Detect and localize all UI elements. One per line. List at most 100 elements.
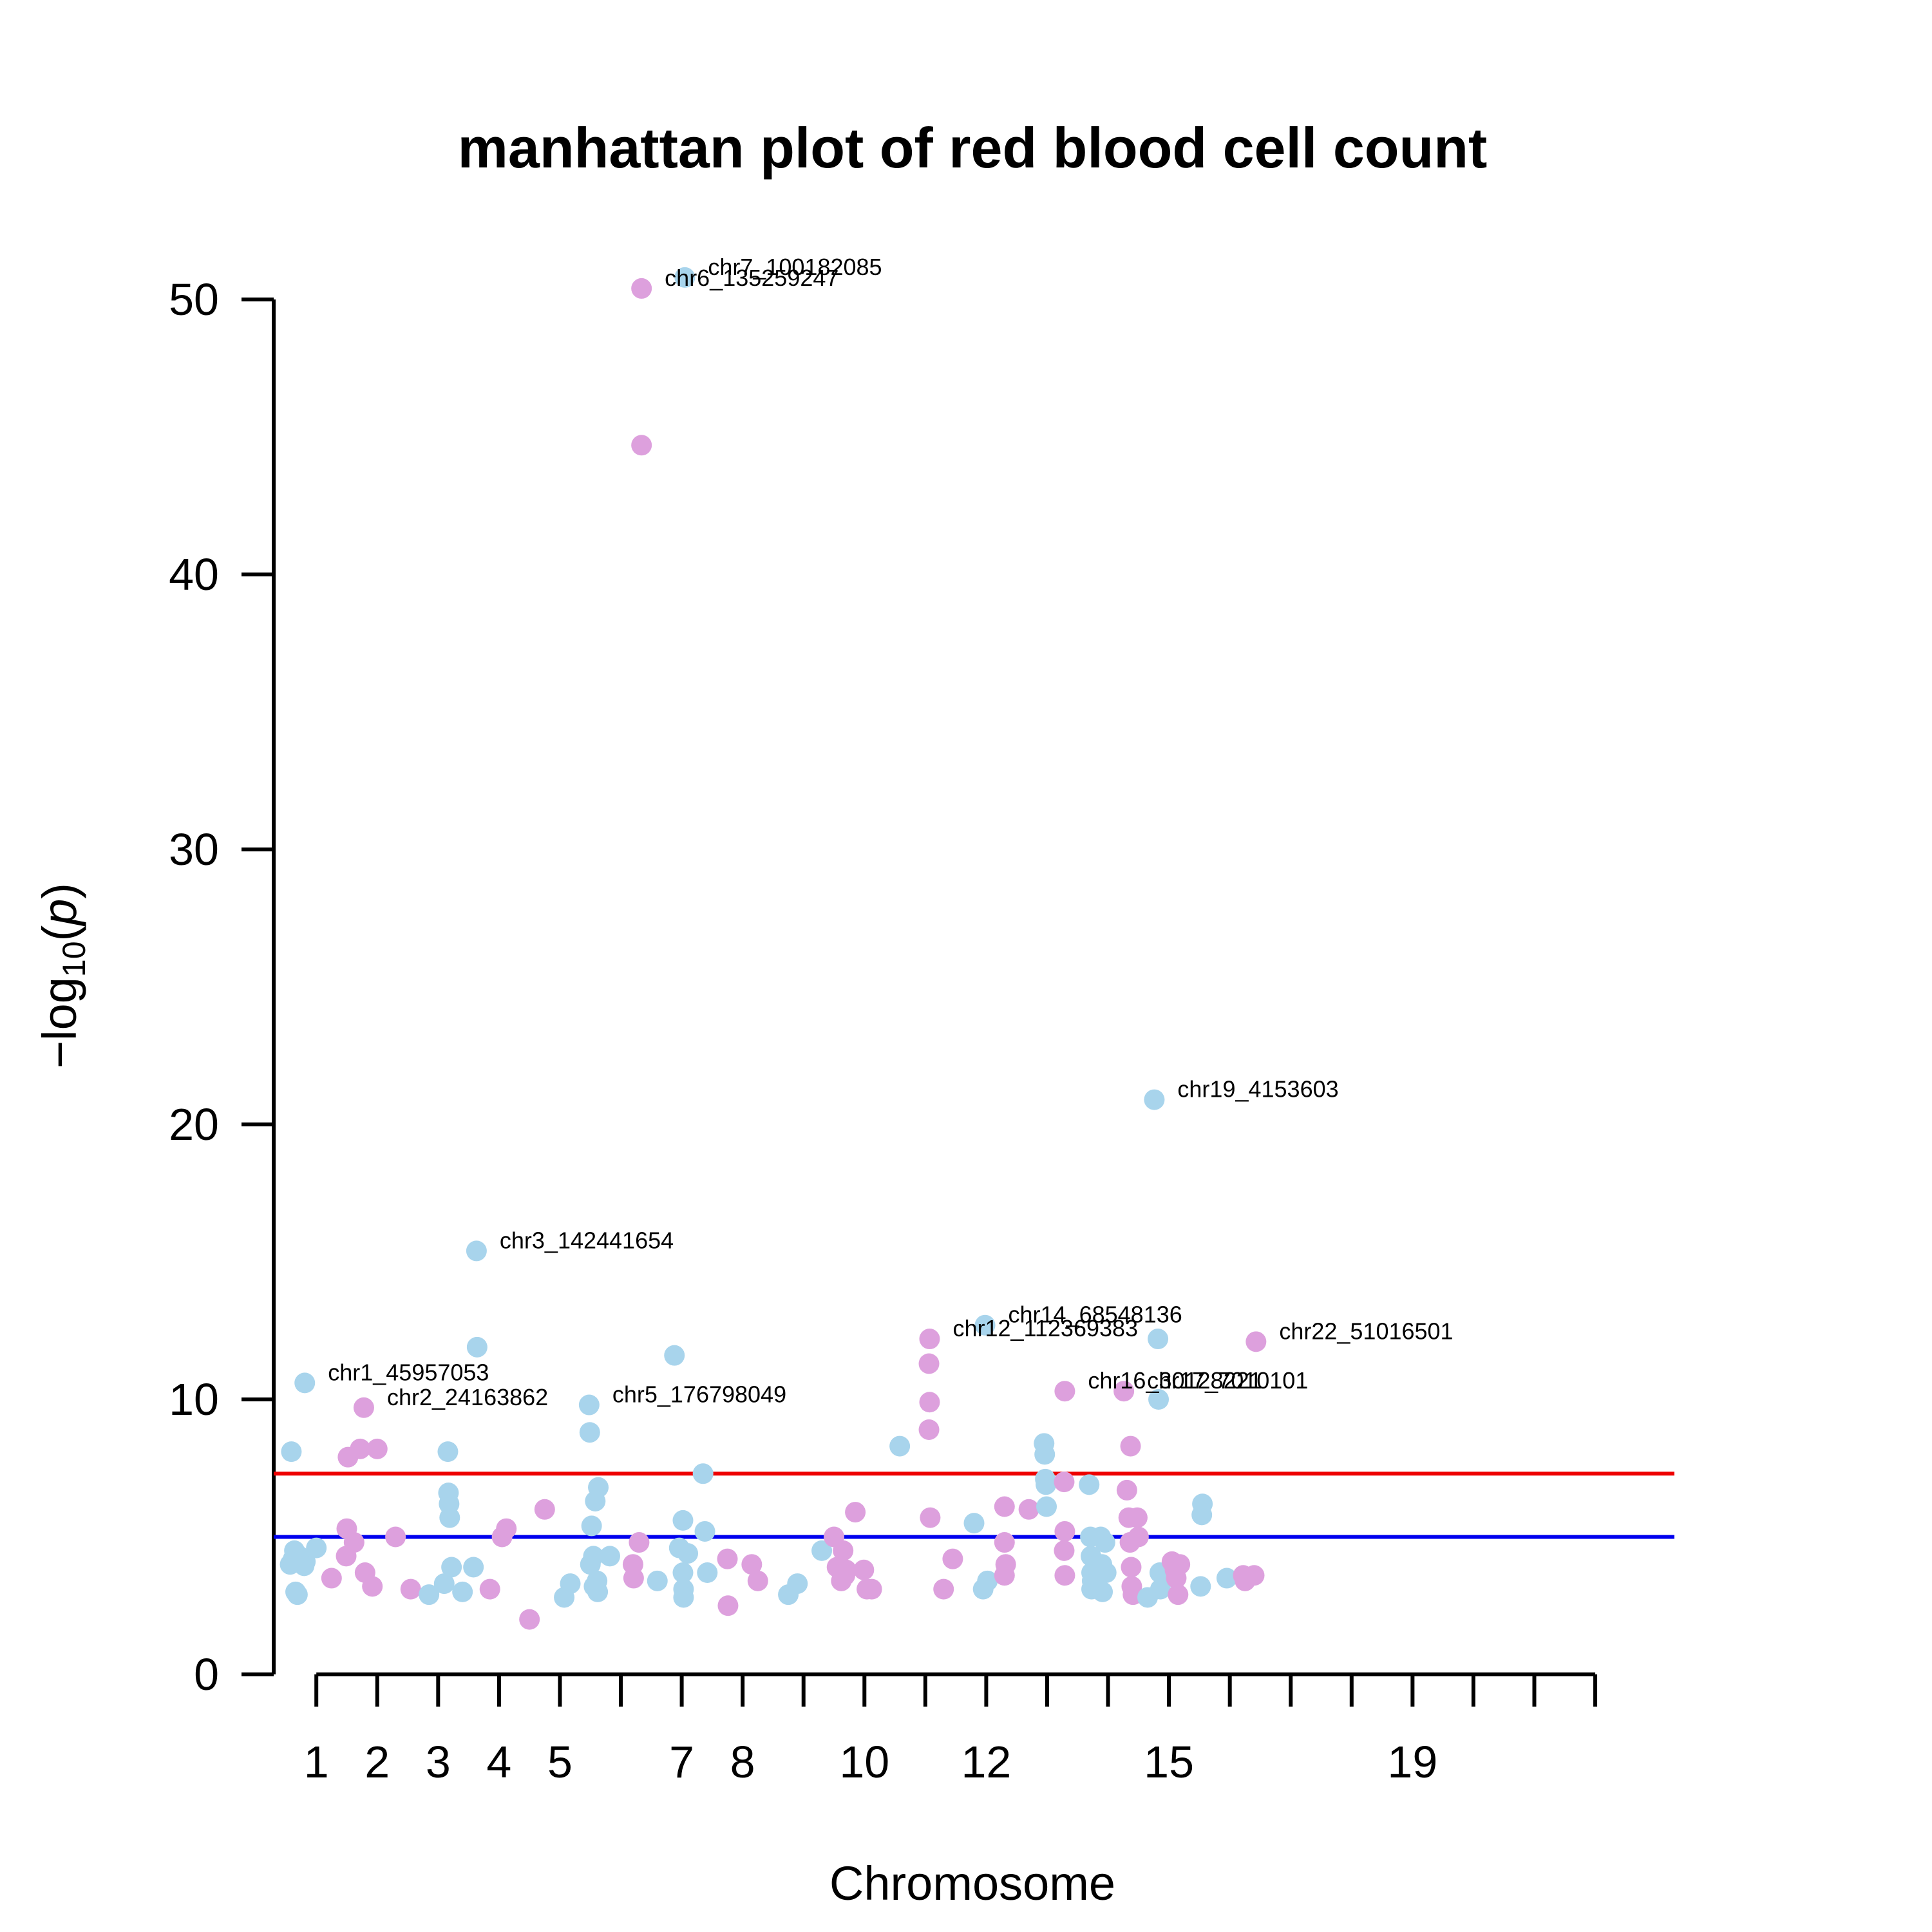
data-point-chr7 xyxy=(694,1520,715,1542)
x-tick-label: 5 xyxy=(547,1737,573,1787)
point-annotation: chr14_68548136 xyxy=(1009,1302,1182,1328)
data-point-chr2 xyxy=(343,1532,365,1553)
data-point-chr4 xyxy=(479,1578,500,1600)
point-annotation: chr6_135259247 xyxy=(665,265,838,291)
data-point-chr13 xyxy=(963,1513,985,1534)
data-point-chr12 xyxy=(919,1392,940,1413)
data-point-chr10 xyxy=(845,1502,866,1523)
data-point-chr18 xyxy=(1120,1435,1141,1457)
y-axis-title-close: ) xyxy=(33,883,86,899)
data-point-chr7 xyxy=(692,1463,714,1484)
x-tick-label: 4 xyxy=(486,1737,511,1787)
data-point-chr2 xyxy=(350,1438,371,1459)
data-point-chr2 xyxy=(385,1526,406,1548)
y-axis-title-p: p xyxy=(33,899,86,927)
x-tick-label: 1 xyxy=(304,1737,329,1787)
data-point-chr5 xyxy=(587,1581,609,1602)
data-point-chr7 xyxy=(697,1562,718,1584)
data-point-chr16 xyxy=(1054,1540,1075,1561)
data-point-chr17 xyxy=(1092,1581,1113,1602)
data-point-chr20 xyxy=(1170,1554,1191,1575)
data-point-chr12 xyxy=(942,1548,963,1569)
data-point-chr14 xyxy=(1018,1499,1039,1520)
data-point-chr13 xyxy=(977,1570,998,1591)
data-point-chr1 xyxy=(287,1584,308,1605)
data-point-chr7 xyxy=(673,1587,694,1608)
point-annotation: chr22_51016501 xyxy=(1279,1318,1453,1344)
data-point-chr9 xyxy=(787,1573,808,1595)
y-axis-title-open: ( xyxy=(33,925,86,941)
data-point-chr8 xyxy=(747,1570,768,1591)
data-point-chr15 xyxy=(1034,1444,1056,1465)
data-point-chr1 xyxy=(306,1537,327,1558)
data-point-chr3 xyxy=(452,1581,473,1602)
data-point-chr1 xyxy=(294,1555,315,1577)
data-point-chr18 xyxy=(1121,1557,1142,1578)
data-point-chr12 xyxy=(920,1507,941,1528)
y-axis-title-text: −log10(p) xyxy=(33,883,92,1068)
x-axis-title: Chromosome xyxy=(829,1857,1115,1910)
data-point-chr21 xyxy=(1216,1567,1237,1589)
data-point-chr16 xyxy=(1054,1472,1075,1493)
data-point-chr5 xyxy=(583,1546,604,1567)
x-tick-label: 3 xyxy=(426,1737,451,1787)
data-point-chr19 xyxy=(1148,1329,1169,1350)
y-tick-label: 20 xyxy=(169,1099,219,1150)
data-point-chr1 xyxy=(294,1372,316,1394)
x-tick-label: 12 xyxy=(961,1737,1011,1787)
data-point-chr3 xyxy=(433,1573,455,1595)
y-axis-title-subscript: 10 xyxy=(56,941,92,977)
data-point-chr14 xyxy=(994,1565,1015,1586)
data-point-chr3 xyxy=(419,1584,440,1605)
data-point-chr18 xyxy=(1116,1479,1137,1501)
data-point-chr13 xyxy=(974,1314,996,1336)
data-point-chr9 xyxy=(811,1540,833,1561)
x-tick-label: 7 xyxy=(669,1737,694,1787)
data-point-chr8 xyxy=(741,1554,762,1575)
data-point-chr12 xyxy=(918,1353,940,1374)
data-point-chr20 xyxy=(1168,1584,1189,1605)
data-point-chr17 xyxy=(1094,1532,1115,1553)
data-point-chr2 xyxy=(353,1397,374,1418)
data-point-chr19 xyxy=(1150,1578,1171,1600)
data-point-chr3 xyxy=(439,1507,460,1528)
data-point-chr8 xyxy=(717,1595,739,1616)
y-axis-title-prefix: −log xyxy=(33,977,86,1068)
data-point-chr8 xyxy=(717,1548,738,1569)
point-annotation: chr2_24163862 xyxy=(387,1384,548,1410)
data-point-chr6 xyxy=(629,1532,650,1553)
data-point-chr3 xyxy=(437,1441,459,1463)
data-point-chr5 xyxy=(588,1477,609,1498)
data-point-chr5 xyxy=(560,1573,581,1595)
data-point-chr7 xyxy=(674,267,696,288)
data-point-chr3 xyxy=(466,1240,487,1262)
x-tick-label: 10 xyxy=(839,1737,889,1787)
data-point-chr5 xyxy=(579,1422,600,1443)
data-point-chr6 xyxy=(631,278,652,299)
point-annotation: chr5_176798049 xyxy=(612,1381,786,1408)
data-point-chr7 xyxy=(677,1543,699,1564)
y-axis-title: −log10(p) xyxy=(33,883,92,1068)
data-point-chr1 xyxy=(281,1441,302,1463)
data-point-chr12 xyxy=(919,1329,940,1350)
data-point-chr10 xyxy=(833,1540,854,1561)
data-point-chr21 xyxy=(1190,1576,1211,1597)
y-tick-label: 30 xyxy=(169,824,219,875)
x-tick-label: 2 xyxy=(365,1737,390,1787)
point-annotation: chr17_7010101 xyxy=(1147,1367,1308,1394)
x-tick-label: 15 xyxy=(1144,1737,1194,1787)
data-point-chr6 xyxy=(631,435,652,456)
data-point-chr12 xyxy=(918,1419,940,1440)
y-tick-label: 0 xyxy=(194,1649,219,1700)
data-point-chr7 xyxy=(664,1345,685,1366)
data-point-chr5 xyxy=(578,1394,600,1416)
data-point-chr18 xyxy=(1113,1381,1135,1402)
x-tick-label: 19 xyxy=(1387,1737,1437,1787)
data-point-chr19 xyxy=(1148,1389,1170,1410)
data-point-chr2 xyxy=(362,1576,383,1597)
data-point-chr10 xyxy=(853,1559,875,1580)
data-point-chr7 xyxy=(672,1562,694,1584)
data-point-chr19 xyxy=(1144,1089,1165,1110)
